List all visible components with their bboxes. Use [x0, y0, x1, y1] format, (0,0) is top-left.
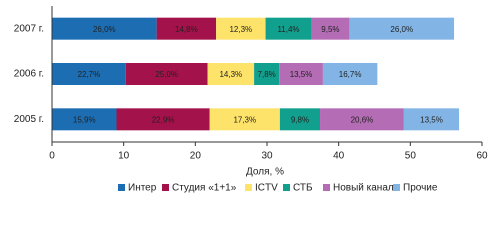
bar-segment [311, 17, 350, 40]
segment-label: 15,9% [73, 115, 96, 124]
x-tick-label: 10 [118, 151, 130, 162]
x-tick-label: 40 [333, 151, 345, 162]
bar-segment [52, 108, 117, 131]
segment-label: 11,4% [277, 25, 299, 34]
bar-segment [52, 63, 126, 85]
x-tick-label: 0 [49, 151, 55, 162]
legend-swatch [162, 184, 169, 191]
segment-label: 7,8% [258, 70, 276, 79]
chart: Доля, % 2007 г. 26,0% 14,8% 12,3% 11,4% 9,5% 2… [14, 6, 488, 194]
x-tick-label: 30 [261, 151, 273, 162]
segment-label: 9,5% [321, 25, 339, 34]
y-tick-label: 2007 г. [14, 23, 44, 34]
bar-segment [209, 108, 280, 131]
legend-swatch [118, 184, 125, 191]
bar-segment [403, 108, 460, 131]
bar-segment [279, 108, 321, 131]
legend-label: Прочие [403, 183, 438, 194]
legend-label: Интер [128, 183, 157, 194]
bar-segment [216, 17, 266, 40]
legend-label: Новый канал [333, 183, 394, 194]
bar-segment [52, 17, 157, 40]
y-tick-label: 2005 г. [14, 114, 44, 125]
legend-swatch [245, 184, 252, 191]
segment-label: 13,5% [290, 70, 313, 79]
bar-segment [125, 63, 208, 85]
bar-segment [207, 63, 255, 85]
segment-label: 12,3% [229, 25, 252, 34]
x-tick-label: 60 [476, 151, 488, 162]
segment-label: 16,7% [339, 70, 362, 79]
x-tick-label: 50 [405, 151, 417, 162]
x-tick-label: 20 [190, 151, 202, 162]
segment-label: 14,3% [219, 70, 242, 79]
segment-label: 17,3% [233, 115, 256, 124]
bar-segment [322, 63, 378, 85]
segment-label: 26,0% [93, 25, 116, 34]
segment-label: 14,8% [175, 25, 198, 34]
segment-label: 22,7% [78, 70, 101, 79]
segment-label: 20,6% [351, 115, 374, 124]
bar-segment [156, 17, 217, 40]
segment-label: 25,0% [155, 70, 178, 79]
legend-swatch [283, 184, 290, 191]
legend-swatch [393, 184, 400, 191]
segment-label: 22,9% [152, 115, 175, 124]
bar-segment [265, 17, 312, 40]
legend-label: ICTV [255, 183, 278, 194]
bar-segment [349, 17, 455, 40]
x-axis-title: Доля, % [246, 167, 284, 178]
legend-swatch [323, 184, 330, 191]
y-tick-label: 2006 г. [14, 69, 44, 80]
segment-label: 26,0% [390, 25, 413, 34]
bar-segment [279, 63, 323, 85]
legend-label: СТБ [293, 183, 313, 194]
bar-segment [254, 63, 280, 85]
bar-segment [116, 108, 210, 131]
segment-label: 13,5% [420, 115, 443, 124]
bar-segment [320, 108, 404, 131]
legend-label: Студия «1+1» [172, 183, 237, 194]
segment-label: 9,8% [291, 115, 309, 124]
